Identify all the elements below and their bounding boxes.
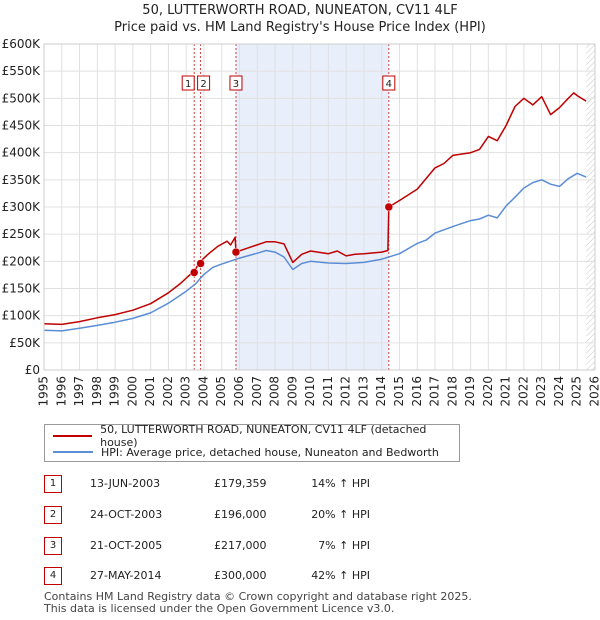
x-tick-label: 2021 [499, 376, 513, 407]
x-tick-label: 2025 [570, 376, 584, 407]
x-tick-label: 2023 [534, 376, 548, 407]
transaction-date: 24-OCT-2003 [90, 508, 163, 521]
transaction-row: 2 24-OCT-2003 £196,000 20% ↑ HPI [44, 506, 464, 524]
y-tick-label: £600K [2, 37, 42, 51]
y-tick-label: £100K [2, 309, 42, 323]
x-tick-label: 2010 [303, 376, 317, 407]
transaction-number: 4 [44, 567, 62, 585]
x-tick-label: 2015 [392, 376, 406, 407]
y-tick-label: £50K [9, 336, 41, 350]
y-tick-label: £350K [2, 173, 42, 187]
x-tick-label: 2016 [410, 376, 424, 407]
y-tick-label: £500K [2, 91, 42, 105]
x-tick-label: 2020 [481, 376, 495, 407]
y-tick-label: £250K [2, 227, 42, 241]
hpi-series-line [43, 172, 587, 332]
transaction-hpi: 42% ↑ HPI [311, 569, 370, 582]
footer-copyright: Contains HM Land Registry data © Crown c… [44, 590, 472, 603]
transaction-price: £217,000 [214, 539, 267, 552]
sale-label-text: 2 [200, 79, 206, 90]
x-tick-label: 2008 [268, 376, 282, 407]
x-tick-label: 2022 [516, 376, 530, 407]
x-tick-label: 2013 [356, 376, 370, 407]
y-tick-label: £400K [2, 146, 42, 160]
x-tick-label: 1995 [37, 376, 51, 407]
transaction-number: 3 [44, 537, 62, 555]
transaction-number: 2 [44, 506, 62, 524]
x-tick-label: 2000 [125, 376, 139, 407]
x-tick-label: 2003 [179, 376, 193, 407]
sale-label-box [181, 75, 195, 91]
x-tick-label: 2005 [214, 376, 228, 407]
legend-swatch-property [53, 435, 93, 437]
legend-item-hpi: HPI: Average price, detached house, Nune… [53, 444, 439, 460]
sale-label-box [229, 75, 243, 91]
sale-label-text: 1 [185, 79, 191, 90]
x-tick-label: 2002 [161, 376, 175, 407]
transaction-row: 1 13-JUN-2003 £179,359 14% ↑ HPI [44, 475, 464, 493]
sale-label-box [197, 75, 211, 91]
y-tick-label: £550K [2, 64, 42, 78]
x-tick-label: 1997 [72, 376, 86, 407]
price-chart: £0 £50K £100K £150K £200K £250K £300K £350K £400… [2, 37, 600, 407]
x-tick-label: 2012 [339, 376, 353, 407]
footer-licence: This data is licensed under the Open Gov… [44, 602, 395, 615]
y-tick-label: £150K [2, 282, 42, 296]
transaction-hpi: 20% ↑ HPI [311, 508, 370, 521]
transaction-row: 4 27-MAY-2014 £300,000 42% ↑ HPI [44, 567, 464, 585]
x-tick-label: 2017 [428, 376, 442, 407]
x-tick-label: 1999 [108, 376, 122, 407]
chart-subtitle: Price paid vs. HM Land Registry's House … [114, 20, 486, 35]
transaction-price: £196,000 [214, 508, 267, 521]
x-tick-label: 1996 [54, 376, 68, 407]
transaction-price: £300,000 [214, 569, 267, 582]
y-tick-label: £0 [25, 363, 40, 377]
transaction-date: 21-OCT-2005 [90, 539, 163, 552]
transaction-price: £179,359 [214, 477, 267, 490]
sale-point [231, 247, 241, 257]
transaction-row: 3 21-OCT-2005 £217,000 7% ↑ HPI [44, 537, 464, 555]
x-tick-label: 1998 [90, 376, 104, 407]
transaction-hpi: 14% ↑ HPI [311, 477, 370, 490]
sale-point [384, 202, 394, 212]
x-tick-label: 2011 [321, 376, 335, 407]
x-tick-label: 2006 [232, 376, 246, 407]
legend-item-property: 50, LUTTERWORTH ROAD, NUNEATON, CV11 4LF… [53, 423, 459, 449]
transaction-date: 13-JUN-2003 [90, 477, 161, 490]
y-tick-label: £200K [2, 254, 42, 268]
x-tick-label: 2026 [588, 376, 600, 407]
sale-label-text: 3 [233, 79, 239, 90]
legend-label-property: 50, LUTTERWORTH ROAD, NUNEATON, CV11 4LF… [100, 423, 427, 449]
x-tick-label: 2019 [463, 376, 477, 407]
chart-title: 50, LUTTERWORTH ROAD, NUNEATON, CV11 4LF [142, 3, 458, 18]
sale-label-text: 4 [386, 79, 392, 90]
y-tick-label: £300K [2, 200, 42, 214]
x-tick-label: 2024 [552, 376, 566, 407]
sale-point [189, 268, 199, 277]
x-tick-label: 2001 [143, 376, 157, 407]
y-tick-label: £450K [2, 119, 42, 133]
legend: 50, LUTTERWORTH ROAD, NUNEATON, CV11 4LF… [44, 423, 460, 462]
transaction-hpi: 7% ↑ HPI [318, 539, 370, 552]
legend-swatch-hpi [53, 451, 93, 453]
sale-point [196, 259, 205, 268]
sale-label-box [382, 75, 396, 91]
x-tick-label: 2007 [250, 376, 264, 407]
x-tick-label: 2004 [196, 376, 210, 407]
transaction-date: 27-MAY-2014 [90, 569, 162, 582]
legend-label-hpi: HPI: Average price, detached house, Nune… [101, 445, 439, 459]
transaction-number: 1 [44, 475, 62, 493]
x-tick-label: 2009 [285, 376, 299, 407]
plot-border [43, 43, 596, 371]
x-tick-label: 2018 [445, 376, 459, 407]
x-tick-label: 2014 [374, 376, 388, 407]
property-series-line [43, 92, 587, 326]
